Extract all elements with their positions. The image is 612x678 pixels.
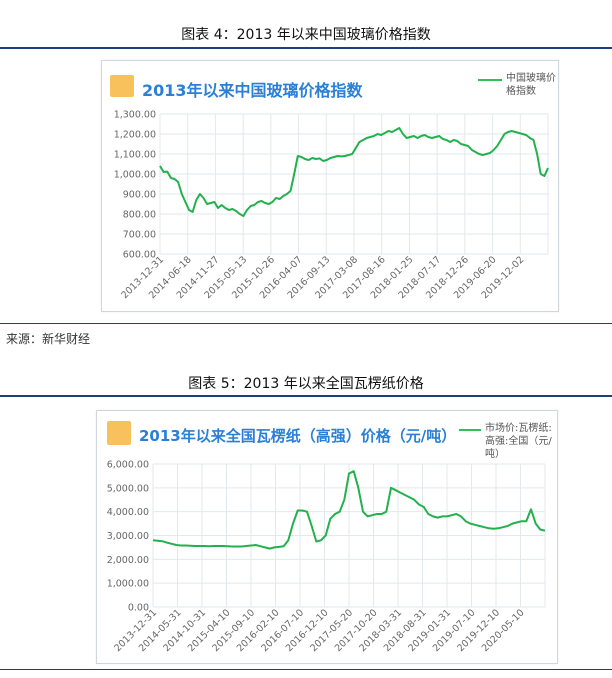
figure4-ytick-label: 1,200.00	[114, 130, 156, 141]
figure5-badge	[107, 421, 131, 445]
figure5-chart-title-suffix: （元/吨）	[390, 427, 457, 445]
figure5-ytick-label: 4,000.00	[107, 507, 149, 518]
figure5-bottom-rule	[0, 669, 612, 670]
figure4-chart: 2013年以来中国玻璃价格指数 中国玻璃价 格指数 600.00 700.00 80…	[101, 60, 559, 312]
figure5-legend-line	[459, 429, 481, 431]
figure5-series-line	[152, 470, 546, 550]
figure4-plot: 600.00 700.00 800.00 900.00 1,000.00 1,100.00…	[114, 110, 549, 301]
figure5-legend-line2: 高强:全国（元/	[485, 436, 552, 447]
figure5-ytick-label: 2,000.00	[107, 555, 149, 566]
figure4-bottom-rule	[0, 323, 612, 324]
figure4-badge	[110, 75, 134, 97]
figure4-legend: 中国玻璃价 格指数	[506, 72, 556, 98]
figure5-top-rule	[0, 395, 612, 397]
figure4-legend-line1: 中国玻璃价	[506, 73, 556, 84]
figure5-chart: 2013年以来全国瓦楞纸（高强）价格（元/吨） 市场价:瓦楞纸: 高强:全国（元…	[96, 410, 558, 664]
figure5-caption: 图表 5：2013 年以来全国瓦楞纸价格	[188, 376, 424, 392]
figure4-ytick-label: 800.00	[123, 210, 156, 221]
figure4-legend-line2: 格指数	[506, 86, 536, 97]
figure4-top-rule	[0, 47, 612, 49]
figure5-legend-line1: 市场价:瓦楞纸:	[485, 423, 552, 434]
figure5-ytick-label: 6,000.00	[107, 460, 149, 471]
figure5-plot: 0.00 1,000.00 2,000.00 3,000.00 4,000.00 5,00…	[107, 460, 546, 654]
figure5-legend-line3: 吨）	[485, 449, 505, 460]
figure4-ytick-label: 900.00	[123, 190, 156, 201]
figure4-chart-title: 2013年以来中国玻璃价格指数	[142, 81, 363, 100]
figure5-ytick-label: 0.00	[128, 603, 149, 614]
figure4-ytick-label: 700.00	[123, 230, 156, 241]
figure4-ytick-label: 1,300.00	[114, 110, 156, 121]
figure5-ytick-label: 3,000.00	[107, 531, 149, 542]
figure5-chart-title-main: 2013年以来全国瓦楞纸（高强）价格	[139, 427, 391, 445]
figure4-source: 来源：新华财经	[6, 332, 91, 346]
figure4-legend-line	[478, 79, 502, 81]
figure5-ytick-label: 1,000.00	[107, 579, 149, 590]
figure4-ytick-label: 1,000.00	[114, 170, 156, 181]
figure4-series-line	[159, 127, 549, 217]
figure5-chart-title: 2013年以来全国瓦楞纸（高强）价格（元/吨）	[139, 425, 456, 446]
figure4-caption: 图表 4：2013 年以来中国玻璃价格指数	[181, 27, 431, 43]
figure5-ytick-label: 5,000.00	[107, 483, 149, 494]
figure4-ytick-label: 1,100.00	[114, 150, 156, 161]
figure5-legend: 市场价:瓦楞纸: 高强:全国（元/ 吨）	[485, 422, 552, 461]
figure4-ytick-label: 600.00	[123, 250, 156, 261]
